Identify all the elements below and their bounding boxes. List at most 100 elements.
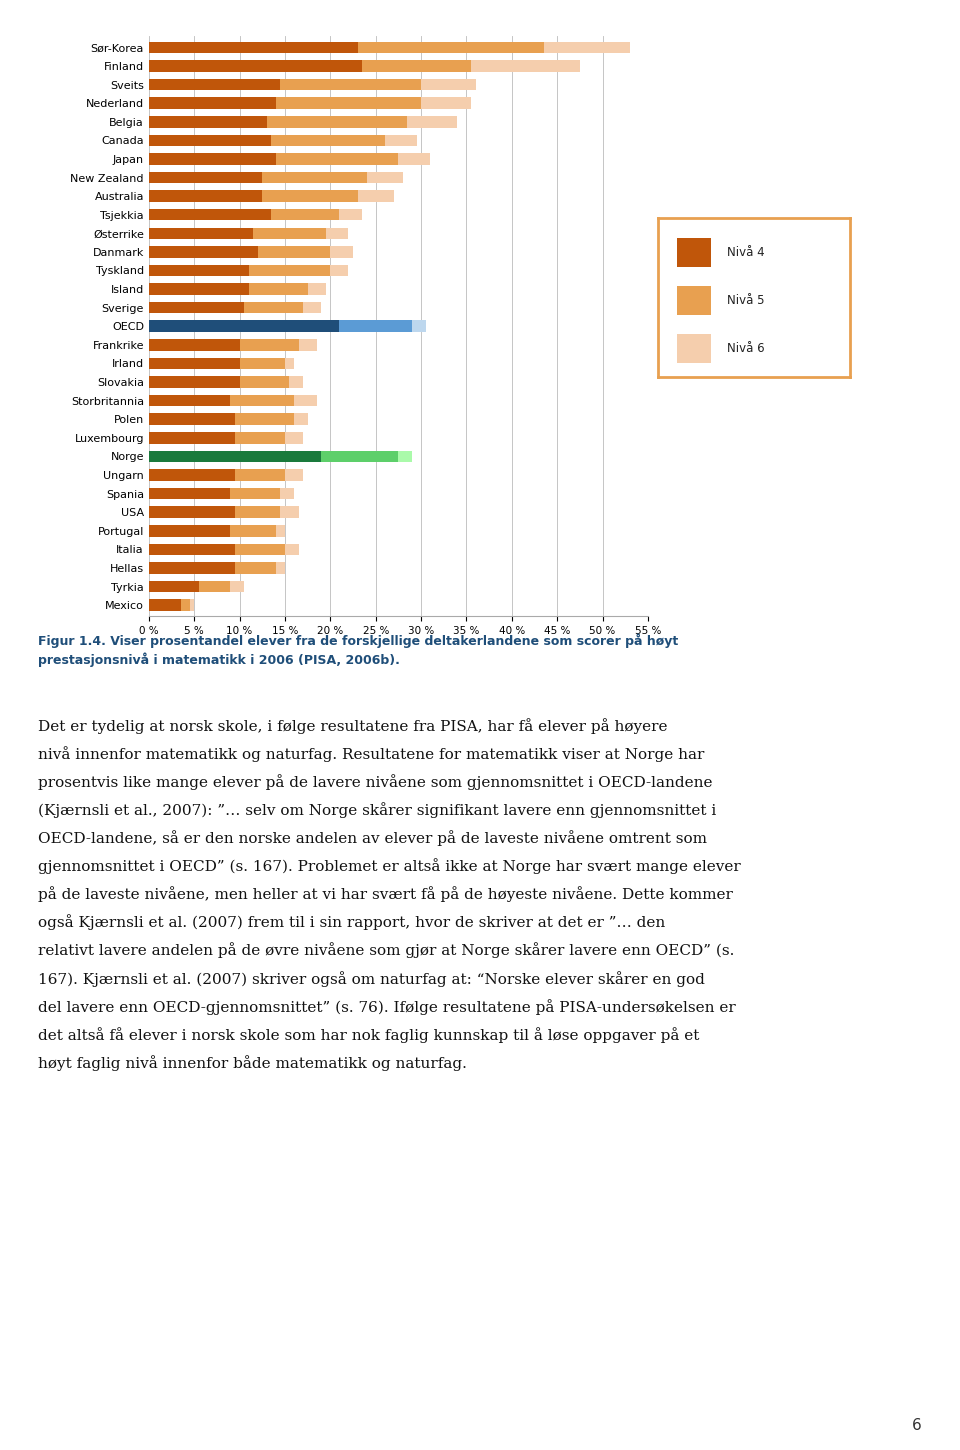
Bar (149, 228, 253, 239)
Bar (149, 302, 244, 313)
Bar (149, 394, 230, 406)
Bar (149, 506, 235, 518)
Bar (357, 190, 394, 202)
Bar (325, 228, 348, 239)
Bar (294, 394, 317, 406)
Bar (149, 97, 276, 109)
Bar (285, 544, 299, 555)
Bar (276, 563, 285, 574)
Bar (407, 116, 457, 128)
Bar (253, 228, 325, 239)
Bar (290, 376, 303, 387)
Bar (149, 563, 235, 574)
Bar (149, 376, 240, 387)
Bar (262, 171, 367, 183)
Text: Nivå 4: Nivå 4 (727, 247, 764, 260)
Text: Det er tydelig at norsk skole, i følge resultatene fra PISA, har få elever på hø: Det er tydelig at norsk skole, i følge r… (38, 718, 741, 1072)
Bar (340, 320, 412, 332)
Bar (149, 78, 280, 90)
Bar (149, 413, 235, 425)
Bar (149, 451, 322, 463)
Bar (677, 286, 711, 315)
Bar (149, 154, 276, 165)
Bar (190, 599, 194, 610)
Bar (149, 209, 272, 220)
Bar (149, 544, 235, 555)
Bar (276, 525, 285, 536)
Bar (412, 320, 425, 332)
Text: Nivå 5: Nivå 5 (727, 294, 764, 307)
Bar (257, 247, 330, 258)
Bar (262, 190, 357, 202)
Bar (303, 302, 322, 313)
Bar (230, 394, 294, 406)
Bar (235, 563, 276, 574)
Bar (285, 470, 303, 481)
Bar (230, 525, 276, 536)
Bar (330, 265, 348, 277)
Bar (267, 116, 407, 128)
Bar (149, 432, 235, 444)
Bar (322, 451, 398, 463)
Bar (230, 487, 280, 499)
Bar (398, 154, 430, 165)
Bar (235, 470, 285, 481)
Bar (149, 42, 357, 54)
Bar (307, 283, 325, 294)
Text: Nivå 6: Nivå 6 (727, 342, 764, 355)
Text: 6: 6 (912, 1418, 922, 1433)
Bar (149, 171, 262, 183)
Bar (149, 487, 230, 499)
Bar (149, 339, 240, 351)
Bar (149, 320, 340, 332)
Bar (235, 544, 285, 555)
Bar (149, 135, 272, 146)
Bar (362, 61, 471, 71)
Bar (285, 358, 294, 370)
Bar (235, 413, 294, 425)
Bar (149, 581, 199, 592)
Bar (235, 432, 285, 444)
Bar (230, 581, 244, 592)
Bar (340, 209, 362, 220)
Bar (299, 339, 317, 351)
Bar (272, 135, 385, 146)
Bar (471, 61, 580, 71)
Bar (385, 135, 417, 146)
Bar (294, 413, 307, 425)
Bar (149, 247, 257, 258)
Bar (235, 506, 280, 518)
Bar (543, 42, 630, 54)
Bar (421, 78, 475, 90)
Bar (199, 581, 230, 592)
Bar (677, 334, 711, 362)
Bar (677, 238, 711, 267)
Bar (249, 283, 307, 294)
Bar (249, 265, 330, 277)
Bar (240, 358, 285, 370)
Bar (240, 339, 299, 351)
Bar (149, 358, 240, 370)
Bar (280, 506, 299, 518)
Bar (276, 97, 421, 109)
Bar (149, 265, 249, 277)
Bar (180, 599, 190, 610)
Bar (280, 487, 294, 499)
Bar (421, 97, 471, 109)
Bar (272, 209, 340, 220)
Bar (149, 61, 362, 71)
Bar (280, 78, 421, 90)
Bar (149, 599, 180, 610)
Bar (149, 190, 262, 202)
Bar (244, 302, 303, 313)
Bar (398, 451, 412, 463)
Bar (330, 247, 353, 258)
Bar (276, 154, 398, 165)
Bar (367, 171, 403, 183)
Bar (357, 42, 543, 54)
Bar (149, 470, 235, 481)
Bar (149, 525, 230, 536)
Bar (149, 283, 249, 294)
Bar (149, 116, 267, 128)
Bar (240, 376, 290, 387)
